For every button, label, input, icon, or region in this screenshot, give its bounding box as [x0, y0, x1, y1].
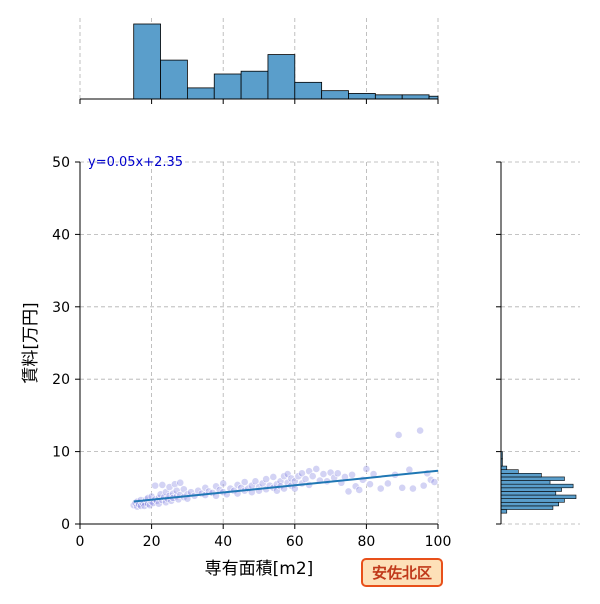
regression-line	[133, 469, 439, 503]
top-hist-bar-9	[374, 94, 403, 100]
right-hist-bar-12	[500, 465, 508, 470]
scatter-point-106	[348, 470, 356, 479]
scatter-point-95	[308, 472, 317, 481]
right-hist-bar-10	[500, 473, 542, 478]
scatter-point-124	[430, 478, 439, 486]
scatter-point-120	[416, 426, 424, 435]
top-hist-bar-6	[294, 81, 323, 100]
right-hist-bar-8	[500, 480, 551, 485]
badge-background	[361, 558, 443, 587]
y-tick-label-0: 0	[61, 517, 70, 533]
scatter-point-113	[376, 484, 385, 493]
top-hist-bar-7	[321, 90, 349, 100]
scatter-point-64	[240, 478, 249, 486]
y-tick-label-40: 40	[52, 227, 70, 243]
y-tick-label-50: 50	[52, 155, 70, 171]
x-axis-label: 専有面積[m2]	[205, 559, 314, 579]
district-badge: 安佐北区	[361, 558, 443, 587]
right-hist-bar-6	[500, 487, 562, 492]
top-hist-bar-3	[213, 73, 242, 100]
scatter-point-73	[262, 475, 271, 484]
scatter-point-24	[158, 481, 167, 489]
x-tick-label-20: 20	[143, 534, 161, 550]
top-hist-bar-2	[186, 87, 215, 100]
y-tick-label-10: 10	[52, 445, 70, 461]
x-tick-label-0: 0	[76, 534, 85, 550]
scatter-point-110	[362, 465, 371, 473]
regression-label: y=0.05x+2.35	[88, 155, 183, 170]
x-tick-label-60: 60	[286, 534, 304, 550]
top-hist-bar-8	[348, 93, 376, 100]
scatter-point-119	[409, 484, 417, 493]
scatter-point-111	[366, 480, 374, 489]
right-hist-bar-11	[500, 469, 519, 474]
top-hist-bar-10	[401, 94, 430, 100]
scatter-point-39	[176, 478, 185, 487]
scatter-point-118	[405, 465, 414, 474]
scatter-point-117	[398, 483, 407, 492]
right-hist-bar-7	[500, 483, 574, 489]
right-hist-bar-3	[500, 498, 565, 503]
scatter-point-121	[419, 481, 428, 490]
right-histogram	[496, 161, 580, 525]
top-histogram	[79, 18, 439, 104]
right-hist-bar-2	[500, 501, 559, 507]
scatter-point-96	[312, 465, 321, 473]
right-hist-bar-5	[500, 491, 557, 496]
top-hist-bar-1	[160, 59, 188, 100]
x-tick-label-80: 80	[357, 534, 375, 550]
y-tick-label-20: 20	[52, 372, 70, 388]
top-hist-bar-0	[133, 23, 161, 100]
top-hist-bar-5	[267, 54, 296, 100]
scatter-point-108	[355, 486, 364, 494]
scatter-point-102	[333, 469, 342, 478]
scatter-point-114	[383, 479, 392, 488]
right-hist-bar-4	[500, 494, 577, 499]
y-tick-label-30: 30	[52, 300, 70, 316]
badge-text: 安佐北区	[372, 564, 432, 582]
right-hist-bar-1	[500, 505, 554, 510]
scatter-point-56	[219, 479, 228, 488]
scatter-point-76	[269, 473, 278, 481]
scatter-point-98	[319, 470, 328, 478]
x-tick-label-40: 40	[214, 534, 232, 550]
scatter-point-116	[394, 431, 403, 439]
main-scatter-plot: 0 20 40 60 80 100 0 10 20 30 40 50	[52, 155, 451, 550]
scatter-point-92	[301, 475, 310, 484]
scatter-point-68	[251, 477, 260, 486]
y-axis-label: 賃料[万円]	[21, 302, 41, 383]
scatter-point-91	[298, 469, 306, 478]
top-hist-bar-4	[240, 70, 269, 100]
x-tick-label-100: 100	[425, 534, 452, 550]
right-hist-bar-0	[500, 509, 508, 514]
scatter-point-18	[151, 481, 160, 490]
scatter-point-105	[344, 487, 353, 496]
right-hist-bar-9	[500, 476, 565, 481]
